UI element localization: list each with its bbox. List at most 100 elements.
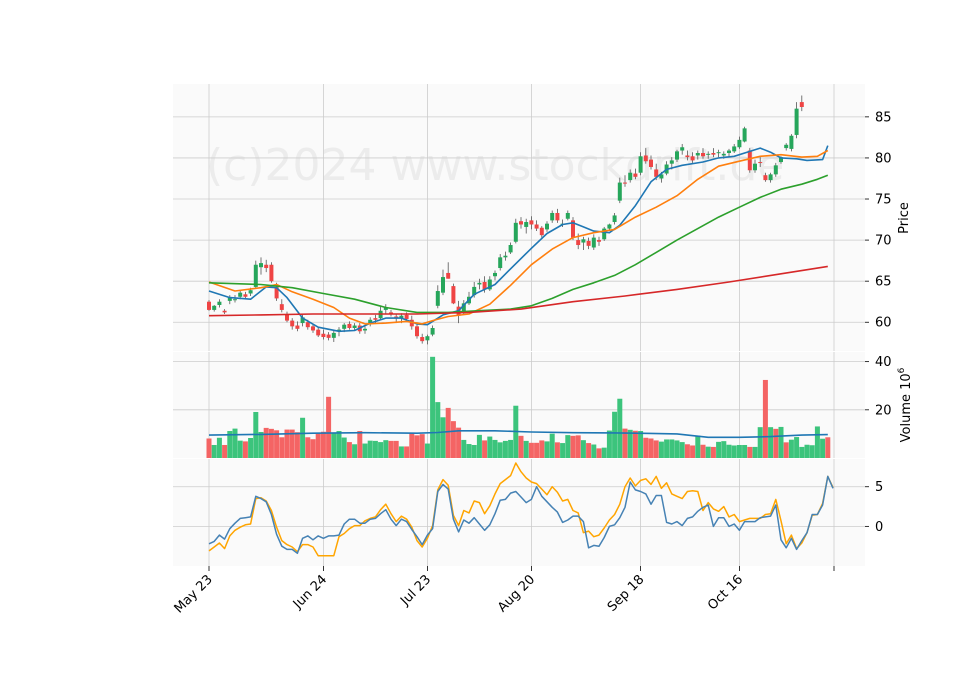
candle-body <box>513 222 518 242</box>
volume-ytick-label: 40 <box>875 355 892 370</box>
candle-body <box>794 108 799 135</box>
volume-bar <box>279 437 285 458</box>
candle-body <box>768 174 773 181</box>
volume-bar <box>487 436 493 458</box>
volume-bar <box>352 444 358 458</box>
candle-body <box>363 328 367 331</box>
volume-bar <box>648 438 654 458</box>
volume-bar <box>300 417 306 458</box>
volume-moving-average <box>208 429 828 439</box>
candle-body <box>675 151 679 160</box>
price-panel-bg <box>173 84 865 351</box>
volume-bar <box>362 443 368 458</box>
candle-body <box>243 294 248 297</box>
volume-bar <box>258 431 264 458</box>
volume-bar <box>690 445 696 458</box>
moving-average-ma_mid <box>208 149 829 325</box>
volume-bar <box>523 440 529 458</box>
candle-body <box>503 255 508 258</box>
candle-body <box>248 290 253 294</box>
volume-bar <box>658 441 664 458</box>
candle-body <box>799 102 804 108</box>
candle-body <box>326 334 331 338</box>
volume-bar <box>482 440 488 458</box>
candle-body <box>305 322 310 328</box>
volume-bar <box>674 440 680 458</box>
candle-body <box>779 157 783 163</box>
volume-bar <box>497 442 503 458</box>
candle-body <box>732 146 737 152</box>
volume-bar <box>731 445 737 458</box>
volume-bar <box>825 437 831 458</box>
volume-bar <box>747 446 753 458</box>
candle-body <box>342 324 347 329</box>
candle-body <box>498 257 503 269</box>
price-ytick-label: 85 <box>875 110 892 125</box>
volume-bar <box>248 438 254 458</box>
volume-bar <box>398 446 404 458</box>
volume-bar <box>601 447 607 458</box>
candle-body <box>581 239 586 243</box>
volume-bar <box>638 431 644 458</box>
volume-bar <box>326 396 332 458</box>
candle-body <box>331 332 336 338</box>
volume-bar <box>684 444 690 458</box>
candle-body <box>311 326 315 331</box>
candle-body <box>222 310 227 313</box>
candle-body <box>295 325 300 329</box>
candle-body <box>539 227 544 236</box>
candle-body <box>347 323 352 328</box>
volume-bar <box>664 439 670 458</box>
candle-body <box>706 153 711 155</box>
candle-body <box>789 135 794 149</box>
candle-body <box>253 264 258 287</box>
volume-bar <box>471 444 477 458</box>
volume-bar <box>612 411 618 458</box>
volume-bar <box>809 445 815 458</box>
moving-average-ma_long <box>208 265 828 317</box>
candle-body <box>472 286 477 296</box>
volume-bar <box>726 444 732 458</box>
candle-body <box>337 329 341 332</box>
candle-body <box>737 139 742 148</box>
volume-bar <box>393 440 399 458</box>
volume-bar <box>632 430 638 458</box>
volume-bar <box>320 431 326 458</box>
candle-body <box>524 222 529 227</box>
candle-body <box>591 237 596 248</box>
volume-bar <box>435 402 441 458</box>
volume-bar <box>549 433 555 458</box>
volume-bar <box>804 444 810 458</box>
volume-bar <box>586 443 592 458</box>
price-ytick-label: 75 <box>875 193 892 208</box>
candle-body <box>690 156 695 161</box>
candle-body <box>727 150 731 154</box>
candle-body <box>451 286 456 304</box>
candle-body <box>383 307 388 310</box>
xtick-label: Jun 24 <box>290 572 330 612</box>
volume-bar <box>768 427 774 458</box>
candle-body <box>264 264 269 269</box>
candle-body <box>550 212 555 221</box>
volume-axis-title: Volume 106 <box>897 367 914 442</box>
macd-signal-line <box>208 462 834 557</box>
volume-bar <box>643 437 649 458</box>
candle-body <box>763 175 768 181</box>
volume-bar <box>596 448 602 458</box>
candle-body <box>482 281 487 290</box>
volume-bar <box>544 441 550 458</box>
candle-body <box>643 155 648 162</box>
candle-body <box>519 221 523 225</box>
macd-panel-bg <box>173 459 865 566</box>
volume-ytick-label: 20 <box>875 403 892 418</box>
candle-body <box>555 212 560 221</box>
candle-body <box>545 223 549 230</box>
macd-ytick-label: 0 <box>875 520 883 535</box>
price-ytick-label: 80 <box>875 151 892 166</box>
volume-bar <box>310 439 316 458</box>
volume-bar <box>263 427 269 458</box>
candle-body <box>716 152 721 154</box>
volume-bar <box>783 442 789 458</box>
candle-body <box>435 291 440 306</box>
watermark: (c)2024 www.stockdrift.de <box>206 140 784 191</box>
